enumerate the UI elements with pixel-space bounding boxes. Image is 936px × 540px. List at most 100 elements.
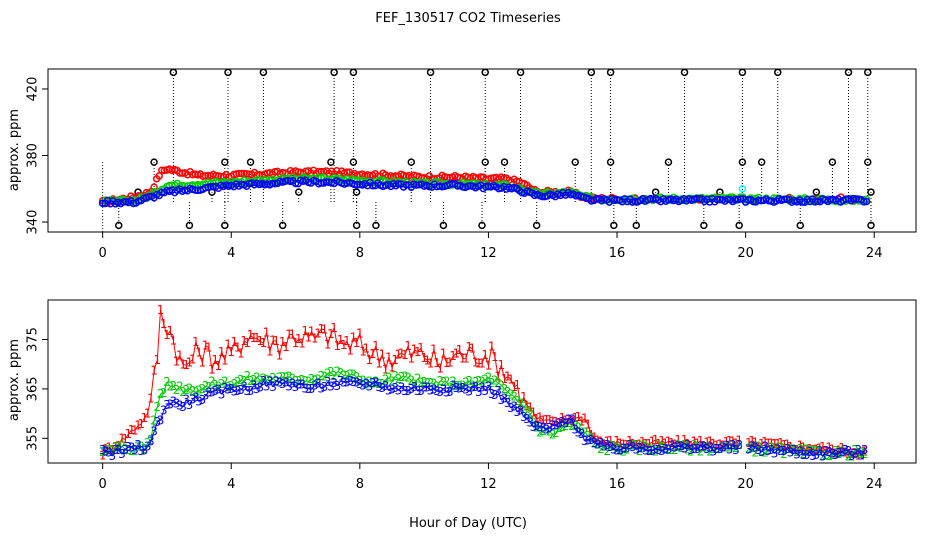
series-2-segment — [462, 382, 467, 387]
series-2-segment — [446, 381, 451, 388]
series-3-segment — [555, 423, 560, 426]
series-1-segment — [523, 396, 528, 407]
series-2-segment — [468, 380, 473, 386]
series-2-segment — [192, 390, 197, 393]
series-2-segment — [128, 449, 132, 452]
series-3-segment — [224, 387, 229, 390]
top-x-axis: 0 4 8 12 16 20 24 — [99, 232, 882, 261]
series-1-segment — [600, 441, 605, 445]
series-1-segment — [153, 359, 158, 371]
series-1-point — [176, 169, 184, 177]
bottom-x-axis: 0 4 8 12 16 20 24 — [99, 463, 883, 492]
series-1-segment — [137, 423, 142, 427]
series-2-segment — [111, 447, 116, 451]
series-1-segment — [295, 338, 300, 344]
series-2-segment — [263, 377, 267, 381]
series-1-segment — [771, 443, 775, 445]
series-1-segment — [410, 349, 415, 359]
series-3-segment — [288, 383, 293, 387]
series-1-segment — [266, 332, 271, 352]
series-3-segment — [333, 382, 338, 387]
series-2-segment — [359, 379, 364, 382]
series-2-segment — [198, 388, 203, 391]
series-2-segment — [121, 445, 126, 450]
spike-marker-low — [735, 221, 743, 230]
series-1-segment — [439, 353, 444, 369]
series-3-segment — [272, 381, 277, 388]
series-2-segment — [613, 445, 618, 449]
series-2-segment — [597, 444, 602, 450]
series-3-segment — [211, 390, 216, 393]
series-1-segment — [709, 441, 714, 445]
series-1-segment — [632, 443, 637, 446]
spike-marker-small — [867, 188, 875, 196]
series-2-segment — [433, 383, 438, 388]
series-2-point: 2 — [507, 387, 515, 401]
top-series-points — [98, 165, 871, 208]
series-2-segment — [208, 381, 213, 388]
series-1-point — [201, 172, 210, 180]
series-2-segment — [829, 454, 833, 457]
series-3-segment — [848, 450, 853, 457]
series-2-segment — [298, 379, 303, 382]
series-2-segment — [504, 388, 509, 393]
bottom-y-axis-label: approx. ppm — [7, 339, 22, 421]
spike-marker-mid — [664, 158, 673, 166]
series-1-segment — [706, 441, 711, 444]
series-1-segment — [356, 333, 361, 344]
series-2-segment — [237, 379, 242, 383]
series-3-segment — [478, 387, 483, 393]
series-3-segment — [578, 432, 582, 435]
series-2-segment — [526, 411, 531, 415]
series-2-segment — [330, 371, 335, 377]
series-1-segment — [307, 331, 313, 338]
series-2-segment — [189, 388, 193, 392]
series-3-segment — [321, 386, 325, 390]
series-1-segment — [819, 446, 824, 450]
series-3-point — [412, 181, 421, 189]
series-2-segment — [160, 392, 164, 395]
spike-marker-mid — [327, 158, 335, 166]
series-1-segment — [127, 429, 132, 435]
series-1-segment — [799, 445, 804, 448]
series-1-segment — [655, 439, 660, 445]
series-1-segment — [278, 342, 284, 356]
series-1-segment — [426, 359, 431, 365]
series-3-segment — [629, 444, 634, 448]
x-tick-label: 4 — [227, 477, 235, 492]
series-2-segment — [494, 380, 499, 384]
series-2-segment — [693, 444, 698, 448]
series-2-segment — [751, 447, 756, 453]
series-2-segment — [520, 403, 525, 407]
series-1-segment — [584, 418, 589, 425]
series-3-segment — [153, 421, 158, 432]
series-3-segment — [250, 385, 255, 392]
spike-marker-mid — [738, 158, 747, 166]
series-2-segment — [661, 447, 666, 450]
series-3-segment — [687, 444, 692, 451]
series-2-segment — [491, 380, 496, 384]
series-3-segment — [301, 384, 306, 389]
series-3-segment — [549, 425, 554, 429]
x-tick-label: 24 — [866, 477, 883, 492]
series-2-segment — [279, 376, 283, 379]
spike-marker-mid — [407, 158, 416, 166]
x-tick-label: 8 — [356, 246, 364, 261]
series-3-segment — [279, 381, 283, 385]
series-3-segment — [777, 449, 782, 452]
series-3-segment — [398, 387, 402, 391]
series-1-segment — [205, 345, 210, 349]
series-1-segment — [526, 405, 531, 408]
series-3-segment — [494, 390, 499, 396]
series-3-segment — [546, 427, 550, 430]
series-3-segment — [465, 389, 470, 392]
series-3-segment — [430, 388, 434, 391]
series-3-segment — [671, 445, 676, 449]
series-3-segment — [517, 410, 521, 413]
series-1-segment — [481, 354, 486, 364]
series-3-point — [538, 192, 547, 201]
series-1-segment — [664, 440, 669, 444]
series-2-segment — [449, 381, 454, 388]
series-1-segment — [575, 416, 579, 419]
series-3-segment — [565, 419, 570, 424]
